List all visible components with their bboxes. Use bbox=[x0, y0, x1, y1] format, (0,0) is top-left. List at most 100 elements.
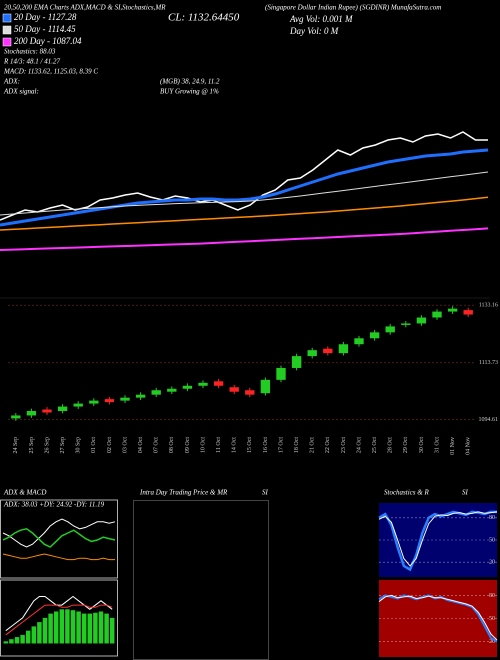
histogram-bar bbox=[76, 611, 81, 644]
x-tick-label: 09 Oct bbox=[185, 437, 191, 453]
x-tick-label: 07 Oct bbox=[154, 437, 160, 453]
histogram-bar bbox=[70, 610, 76, 644]
candle-body bbox=[338, 344, 349, 354]
panel-background bbox=[379, 580, 497, 657]
x-tick-label: 04 Oct bbox=[138, 437, 144, 453]
candle-body bbox=[229, 387, 239, 392]
y-tick-label: 80 bbox=[489, 515, 495, 521]
x-tick-label: 15 Oct bbox=[247, 437, 253, 453]
macd: MACD: 1133.62, 1125.03, 8.39 C bbox=[3, 68, 98, 76]
adx: ADX: bbox=[3, 78, 20, 86]
close-price: CL: 1132.64450 bbox=[168, 12, 240, 24]
candle-body bbox=[432, 311, 442, 318]
intraday-frame bbox=[133, 500, 269, 660]
y-tick-label: 1113.73 bbox=[479, 360, 498, 366]
x-tick-label: 31 Oct bbox=[434, 437, 440, 453]
x-tick-label: 18 Oct bbox=[294, 437, 300, 453]
x-tick-label: 21 Oct bbox=[310, 437, 316, 453]
series-line bbox=[5, 604, 113, 636]
x-tick-label: 29 Oct bbox=[403, 437, 409, 453]
day-volume: Day Vol: 0 M bbox=[289, 26, 339, 36]
candle-body bbox=[104, 399, 115, 403]
x-tick-label: 24 Oct bbox=[356, 437, 362, 453]
candle-body bbox=[385, 326, 395, 333]
x-tick-label: 30 Oct bbox=[419, 437, 425, 453]
series-line bbox=[0, 148, 489, 227]
y-tick-label: 20 bbox=[489, 639, 495, 645]
legend-label: 200 Day - 1087.04 bbox=[14, 36, 82, 46]
candle-body bbox=[245, 390, 255, 395]
x-tick-label: 25 Oct bbox=[372, 437, 378, 453]
histogram-bar bbox=[59, 609, 65, 644]
x-tick-label: 25 Sep bbox=[29, 437, 35, 454]
histogram-bar bbox=[31, 626, 37, 644]
histogram-bar bbox=[53, 611, 59, 644]
histogram-bar bbox=[65, 609, 70, 644]
series-line bbox=[2, 518, 116, 548]
candle-body bbox=[401, 323, 411, 325]
histogram-bar bbox=[9, 639, 14, 644]
legend-swatch bbox=[2, 25, 12, 35]
adx-frame bbox=[0, 499, 118, 579]
candle-body bbox=[369, 332, 380, 339]
avg-volume: Avg Vol: 0.001 M bbox=[289, 14, 353, 24]
y-tick-label: 80 bbox=[489, 593, 495, 599]
histogram-bar bbox=[20, 634, 25, 644]
stoch-title: Stochastics & R bbox=[384, 489, 429, 497]
x-tick-label: 30 Sep bbox=[76, 437, 82, 454]
legend-label: 50 Day - 1114.45 bbox=[14, 24, 76, 34]
series-line bbox=[378, 594, 498, 641]
x-tick-label: 28 Oct bbox=[388, 437, 394, 453]
x-tick-label: 14 Oct bbox=[232, 437, 238, 453]
histogram-bar bbox=[81, 613, 87, 644]
candle-body bbox=[120, 397, 130, 401]
x-tick-label: 04 Nov bbox=[466, 437, 472, 455]
histogram-bar bbox=[98, 611, 104, 644]
candle-body bbox=[182, 385, 193, 389]
series-line bbox=[0, 196, 489, 231]
histogram-bar bbox=[93, 612, 98, 644]
candle-body bbox=[260, 379, 271, 394]
histogram-bar bbox=[25, 630, 31, 644]
x-tick-label: 01 Nov bbox=[450, 437, 456, 455]
header-right: (Singapore Dollar Indian Rupee) (SGDINR)… bbox=[265, 4, 441, 12]
y-tick-label: 50 bbox=[489, 537, 495, 543]
candle-body bbox=[89, 400, 99, 404]
candle-body bbox=[151, 390, 161, 395]
legend-swatch bbox=[2, 37, 12, 47]
x-tick-label: 11 Oct bbox=[216, 437, 222, 453]
candle-body bbox=[26, 411, 37, 416]
mgb: (MGB) 38, 24.9, 11.2 bbox=[160, 78, 220, 86]
x-tick-label: 01 Oct bbox=[91, 437, 97, 453]
macd-frame bbox=[0, 579, 118, 657]
intraday-si: SI bbox=[262, 489, 269, 497]
histogram-bar bbox=[3, 641, 9, 644]
buy-signal: BUY Growing @ 1% bbox=[160, 88, 219, 96]
x-tick-label: 08 Oct bbox=[169, 437, 175, 453]
series-line bbox=[0, 227, 489, 251]
adx-title: ADX & MACD bbox=[3, 489, 46, 497]
y-tick-label: 20 bbox=[489, 560, 495, 566]
candle-body bbox=[354, 338, 364, 345]
legend-swatch bbox=[2, 13, 12, 23]
histogram-bar bbox=[109, 617, 115, 644]
histogram-bar bbox=[37, 622, 42, 644]
candle-body bbox=[463, 310, 473, 315]
candle-body bbox=[291, 356, 302, 368]
series-line bbox=[2, 527, 116, 548]
stoch-si: SI bbox=[462, 489, 469, 497]
x-tick-label: 24 Sep bbox=[13, 437, 19, 454]
x-tick-label: 03 Oct bbox=[122, 437, 128, 453]
histogram-bar bbox=[104, 613, 109, 644]
histogram-bar bbox=[42, 617, 48, 644]
candle-body bbox=[73, 403, 83, 407]
legend-label: 20 Day - 1127.28 bbox=[14, 12, 77, 22]
candle-body bbox=[42, 409, 52, 413]
x-tick-label: 16 Oct bbox=[263, 437, 269, 453]
y-tick-label: 1133.16 bbox=[479, 303, 498, 309]
candle-body bbox=[57, 406, 68, 412]
x-tick-label: 27 Sep bbox=[60, 437, 66, 454]
candle-body bbox=[276, 367, 286, 380]
